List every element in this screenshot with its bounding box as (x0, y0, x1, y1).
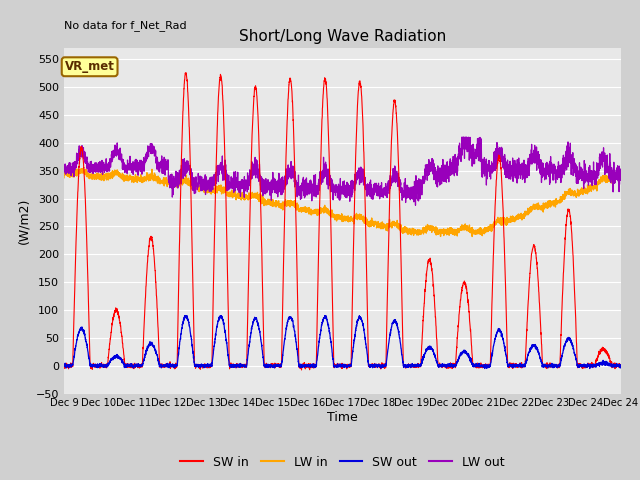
X-axis label: Time: Time (327, 411, 358, 424)
Legend: SW in, LW in, SW out, LW out: SW in, LW in, SW out, LW out (175, 451, 509, 474)
Title: Short/Long Wave Radiation: Short/Long Wave Radiation (239, 29, 446, 44)
Text: No data for f_Net_Rad: No data for f_Net_Rad (64, 20, 187, 31)
Y-axis label: (W/m2): (W/m2) (17, 198, 30, 244)
Text: VR_met: VR_met (65, 60, 115, 73)
